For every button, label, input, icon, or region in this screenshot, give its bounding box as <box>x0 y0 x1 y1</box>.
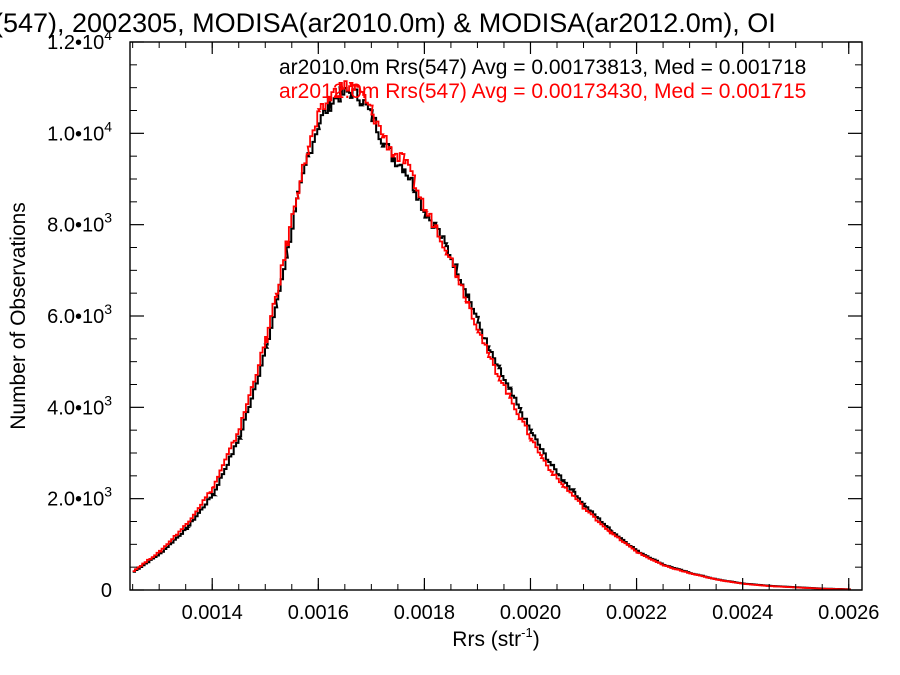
x-tick-label: 0.0014 <box>182 602 243 624</box>
x-axis-label-close: ) <box>533 628 540 651</box>
y-tick-label: 1.0•104 <box>47 118 112 145</box>
x-tick-label: 0.0016 <box>288 602 349 624</box>
x-tick-label: 0.0020 <box>500 602 561 624</box>
y-tick-label: 6.0•103 <box>47 301 112 328</box>
x-axis: 0.0014 0.0016 0.0018 0.0020 0.0022 0.0024 0.00… <box>132 42 879 624</box>
x-axis-label-superscript: -1 <box>521 625 533 640</box>
y-tick-label: 4.0•103 <box>47 392 112 419</box>
y-tick-label: 1.2•104 <box>47 27 112 54</box>
y-tick-label: 2.0•103 <box>47 484 112 511</box>
annotation-ar2010: ar2010.0m Rrs(547) Avg = 0.00173813, Med… <box>279 56 806 79</box>
x-axis-label-text: Rrs (str <box>452 628 521 651</box>
x-tick-label: 0.0022 <box>606 602 667 624</box>
x-axis-label: Rrs (str-1) <box>452 625 539 651</box>
annotation-ar2012: ar2012.0m Rrs(547) Avg = 0.00173430, Med… <box>279 80 806 103</box>
x-tick-label: 0.0024 <box>712 602 773 624</box>
y-tick-label: 8.0•103 <box>47 210 112 237</box>
x-tick-label: 0.0018 <box>394 602 455 624</box>
series-line-ar2012 <box>132 80 851 591</box>
x-tick-label: 0.0026 <box>818 602 879 624</box>
chart-title: (547), 2002305, MODISA(ar2010.0m) & MODI… <box>0 8 776 38</box>
y-axis-label: Number of Observations <box>7 202 30 430</box>
y-axis: 0 2.0•103 4.0•103 6.0•103 8.0•103 1.0•104 1.2•… <box>47 27 862 602</box>
y-tick-label: 0 <box>101 580 112 602</box>
series-layer <box>132 80 851 591</box>
